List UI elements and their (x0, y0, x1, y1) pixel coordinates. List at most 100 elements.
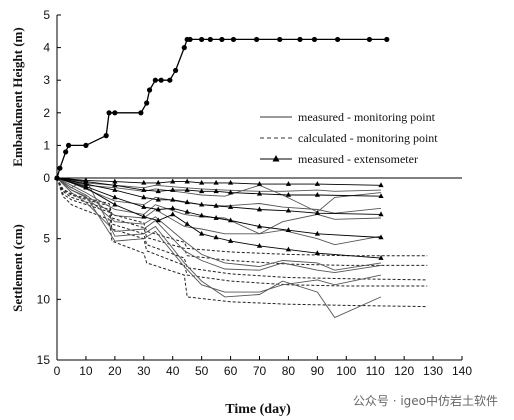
y-axis-title-top: Embankment Height (m) (10, 27, 25, 166)
embankment-height-marker (335, 36, 341, 43)
y-tick-label-top: 1 (43, 138, 50, 152)
legend-label: measured - extensometer (298, 152, 418, 166)
extensometer-marker (184, 199, 190, 205)
extensometer-marker (83, 184, 89, 190)
embankment-height-marker (112, 110, 118, 116)
embankment-height-marker (144, 100, 150, 106)
extensometer-marker (285, 207, 292, 213)
embankment-height-marker (199, 36, 205, 43)
x-tick-label: 100 (336, 364, 356, 378)
embankment-height-marker (181, 45, 187, 51)
legend-label: measured - monitoring point (298, 110, 436, 124)
embankment-height-marker (219, 36, 225, 43)
extensometer-marker (112, 178, 118, 184)
embankment-height-marker (167, 77, 173, 83)
measured-monitoring-line (56, 177, 382, 293)
extensometer-marker (184, 208, 190, 214)
extensometer-line (56, 177, 382, 215)
extensometer-marker (227, 189, 234, 195)
x-tick-label: 70 (253, 364, 267, 378)
watermark-text: 公众号 · igeo中仿岩土软件 (353, 393, 498, 408)
extensometer-marker (213, 188, 219, 194)
x-tick-label: 130 (423, 364, 443, 378)
x-tick-label: 80 (282, 364, 296, 378)
legend-triangle-marker (272, 155, 280, 162)
extensometer-marker (170, 178, 176, 184)
extensometer-line (56, 177, 382, 197)
extensometer-marker (256, 242, 263, 248)
extensometer-marker (213, 202, 219, 208)
embankment-height-marker (138, 110, 144, 116)
extensometer-marker (256, 206, 263, 212)
embankment-height-marker (57, 165, 63, 171)
extensometer-marker (378, 255, 384, 260)
embankment-height-marker (254, 36, 260, 43)
extensometer-marker (227, 179, 234, 185)
embankment-height-marker (207, 36, 213, 43)
calculated-monitoring-line (56, 177, 428, 266)
x-tick-label: 90 (311, 364, 325, 378)
calculated-monitoring-line (56, 177, 428, 257)
measured-monitoring-line (56, 177, 382, 192)
extensometer-marker (285, 181, 292, 186)
extensometer-marker (112, 182, 118, 188)
legend-measured-monitoring: measured - monitoring point (260, 110, 436, 124)
x-tick-label: 40 (166, 364, 180, 378)
calculated-monitoring-line (56, 177, 428, 281)
extensometer-marker (184, 187, 190, 192)
extensometer-marker (285, 191, 292, 197)
extensometer-marker (112, 201, 118, 207)
series-layer (54, 36, 428, 319)
embankment-height-marker (63, 149, 69, 155)
embankment-height-marker (311, 36, 318, 43)
extensometer-marker (83, 178, 89, 184)
embankment-height-marker (152, 77, 158, 83)
x-tick-label: 20 (108, 364, 122, 378)
extensometer-marker (199, 201, 205, 207)
measured-monitoring-line (56, 177, 382, 235)
extensometer-marker (170, 196, 176, 202)
extensometer-marker (141, 213, 147, 219)
embankment-height-marker (277, 36, 283, 43)
extensometer-marker (378, 234, 384, 240)
extensometer-marker (314, 250, 320, 256)
y-tick-label-bottom: 5 (43, 232, 50, 246)
embankment-height-marker (384, 36, 390, 43)
extensometer-marker (155, 196, 161, 202)
extensometer-marker (184, 178, 190, 184)
extensometer-marker (141, 179, 147, 185)
extensometer-marker (170, 187, 176, 192)
x-tick-label: 120 (394, 364, 414, 378)
extensometer-marker (141, 204, 147, 209)
legend-measured-extensometer: measured - extensometer (260, 152, 418, 166)
extensometer-marker (199, 179, 205, 185)
extensometer-marker (199, 188, 205, 194)
extensometer-marker (285, 227, 292, 232)
x-tick-label: 140 (452, 364, 472, 378)
extensometer-marker (227, 238, 234, 243)
extensometer-marker (314, 210, 320, 215)
extensometer-line (56, 177, 382, 186)
extensometer-marker (378, 182, 384, 188)
y-tick-label-top: 4 (43, 41, 50, 55)
legend-calculated-monitoring: calculated - monitoring point (260, 131, 438, 145)
measured-monitoring-line (56, 177, 382, 213)
calculated-monitoring-line (56, 177, 428, 287)
extensometer-marker (170, 211, 176, 217)
x-tick-label: 10 (79, 364, 93, 378)
embankment-height-marker (65, 142, 72, 148)
y-tick-label-top: 3 (43, 73, 50, 87)
extensometer-marker (141, 194, 147, 200)
y-tick-label-bottom: 15 (37, 353, 51, 367)
embankment-height-marker (83, 142, 89, 148)
embankment-height-marker (158, 77, 164, 83)
x-tick-label: 30 (137, 364, 151, 378)
extensometer-marker (141, 187, 147, 192)
x-tick-label: 110 (366, 364, 385, 378)
axes: 0 10 20 30 40 50 60 70 80 90 100 110 120 130 140 0 1 2 3 4 5… (37, 8, 473, 378)
extensometer-marker (256, 181, 263, 186)
measured-monitoring-line (56, 177, 382, 274)
embankment-height-marker (297, 36, 303, 43)
extensometer-marker (227, 217, 234, 223)
